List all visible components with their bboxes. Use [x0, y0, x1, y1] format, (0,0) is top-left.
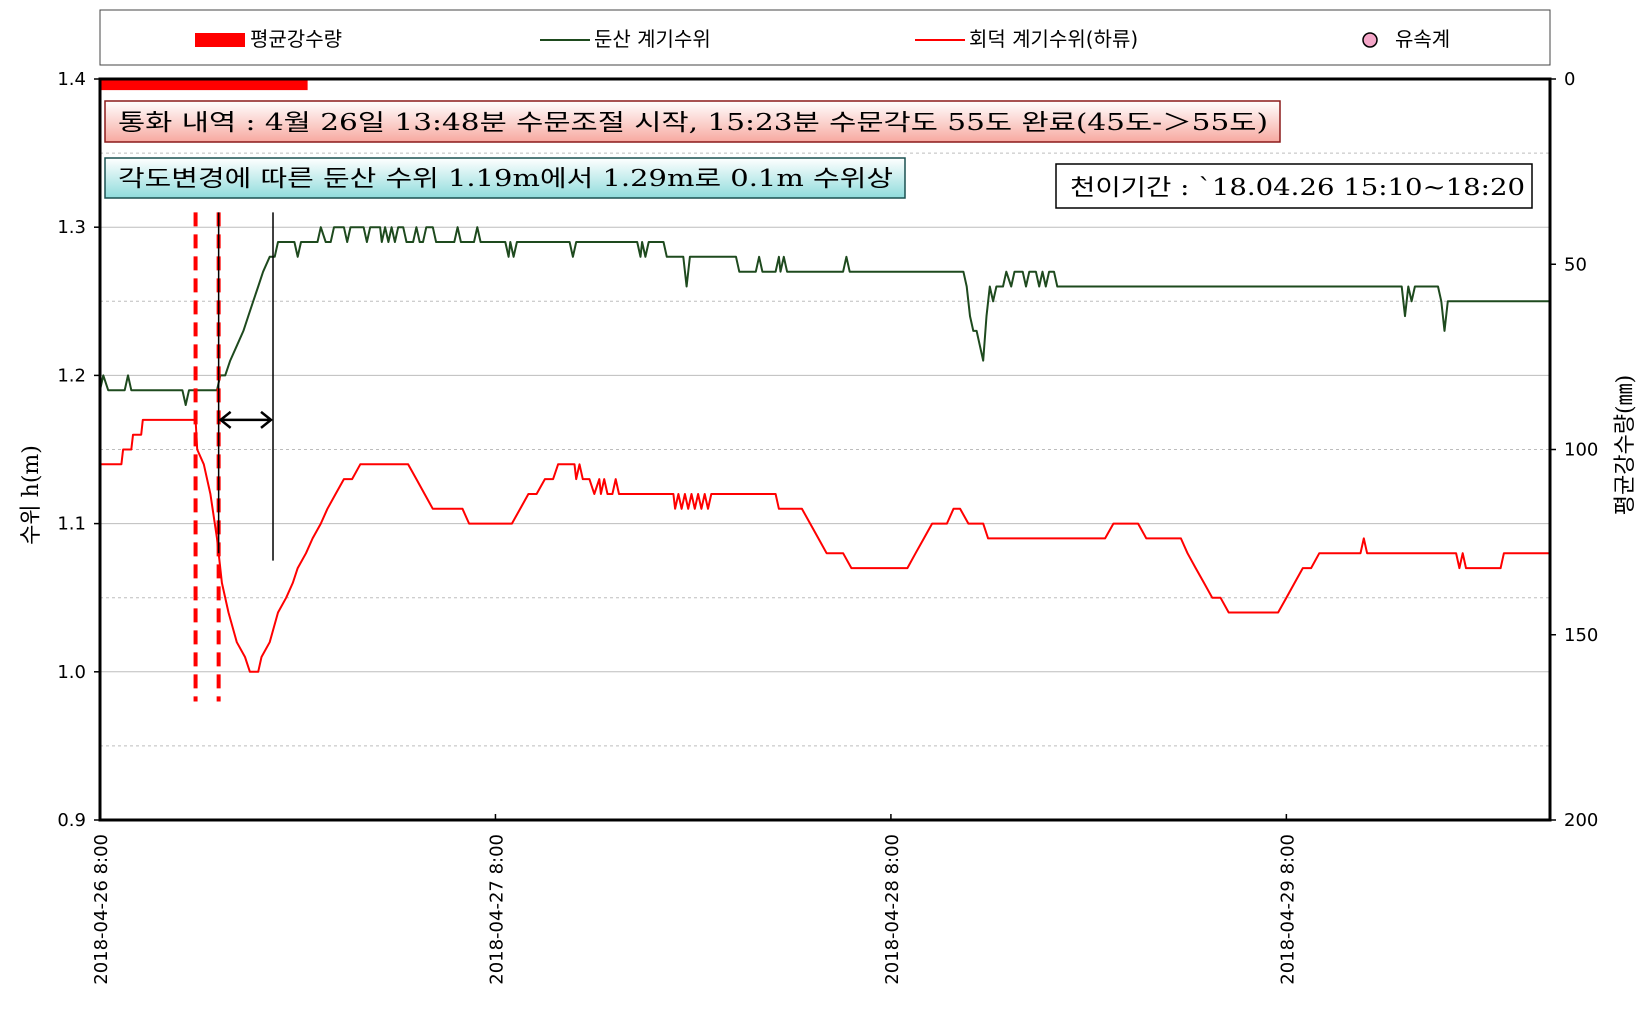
right-axis-ticks: 0 50 100 150 200	[1550, 69, 1598, 831]
transition-arrow-head-left	[218, 410, 232, 429]
series-line-dunsan	[99, 226, 1550, 406]
y-right-axis-title: 평균강수량(㎜)	[1613, 375, 1638, 515]
legend-label-dunsan: 둔산 계기수위	[594, 27, 711, 51]
left-axis-tick-label: 1.0	[57, 662, 86, 683]
annotation-transit-box	[1055, 163, 1533, 209]
legend-label-hoedeok: 회덕 계기수위(하류)	[969, 27, 1138, 51]
annotation-level-box	[104, 157, 906, 199]
legend: 평균강수량 둔산 계기수위 회덕 계기수위(하류) 유속계	[99, 9, 1551, 66]
reference-lines	[193, 212, 274, 702]
annotation-transit-text: 천이기간 : `18.04.26 15:10~18:20	[1070, 175, 1525, 201]
legend-label-velocimeter: 유속계	[1395, 27, 1450, 51]
left-axis-tick-label: 1.3	[57, 217, 86, 238]
series-lines	[99, 226, 1550, 673]
x-axis-tick-label: 2018-04-29 8:00	[1277, 834, 1298, 985]
annotation-call-text: 통화 내역 : 4월 26일 13:48분 수문조절 시작, 15:23분 수문…	[118, 110, 1268, 136]
y-left-axis-title: 수위 h(m)	[19, 445, 44, 545]
legend-label-rainfall: 평균강수량	[250, 27, 342, 51]
x-axis-ticks: 2018-04-26 8:00 2018-04-27 8:00 2018-04-28…	[91, 814, 1298, 985]
annotation-level-change: 각도변경에 따른 둔산 수위 1.19m에서 1.29m로 0.1m 수위상	[104, 157, 906, 199]
annotation-level-text: 각도변경에 따른 둔산 수위 1.19m에서 1.29m로 0.1m 수위상	[118, 166, 893, 192]
annotation-call-log: 통화 내역 : 4월 26일 13:48분 수문조절 시작, 15:23분 수문…	[104, 100, 1281, 143]
x-axis-tick-label: 2018-04-26 8:00	[91, 834, 112, 985]
rainfall-bars	[100, 79, 308, 91]
transition-arrow-head-right	[260, 410, 274, 429]
left-axis-tick-label: 1.4	[57, 69, 86, 90]
legend-frame	[99, 9, 1551, 66]
left-axis-ticks: 0.9 1.0 1.1 1.2 1.3 1.4	[57, 69, 100, 831]
x-axis-tick-label: 2018-04-28 8:00	[882, 834, 903, 985]
right-axis-tick-label: 200	[1564, 810, 1598, 831]
right-axis-tick-label: 150	[1564, 625, 1598, 646]
rainfall-bar	[100, 79, 308, 91]
gridlines	[100, 152, 1550, 747]
right-axis-tick-label: 50	[1564, 254, 1587, 275]
x-axis-tick-label: 2018-04-27 8:00	[486, 834, 507, 985]
annotation-call-box	[104, 100, 1281, 143]
series-line-hoedeok	[100, 418, 1550, 673]
left-axis-tick-label: 1.2	[57, 365, 86, 386]
legend-swatch-rainfall	[195, 33, 245, 47]
right-axis-tick-label: 0	[1564, 69, 1575, 90]
left-axis-tick-label: 0.9	[57, 810, 86, 831]
left-axis-tick-label: 1.1	[57, 514, 86, 535]
right-axis-tick-label: 100	[1564, 440, 1598, 461]
annotation-transition-period: 천이기간 : `18.04.26 15:10~18:20	[1055, 163, 1533, 209]
legend-swatch-velocimeter	[1362, 32, 1378, 48]
